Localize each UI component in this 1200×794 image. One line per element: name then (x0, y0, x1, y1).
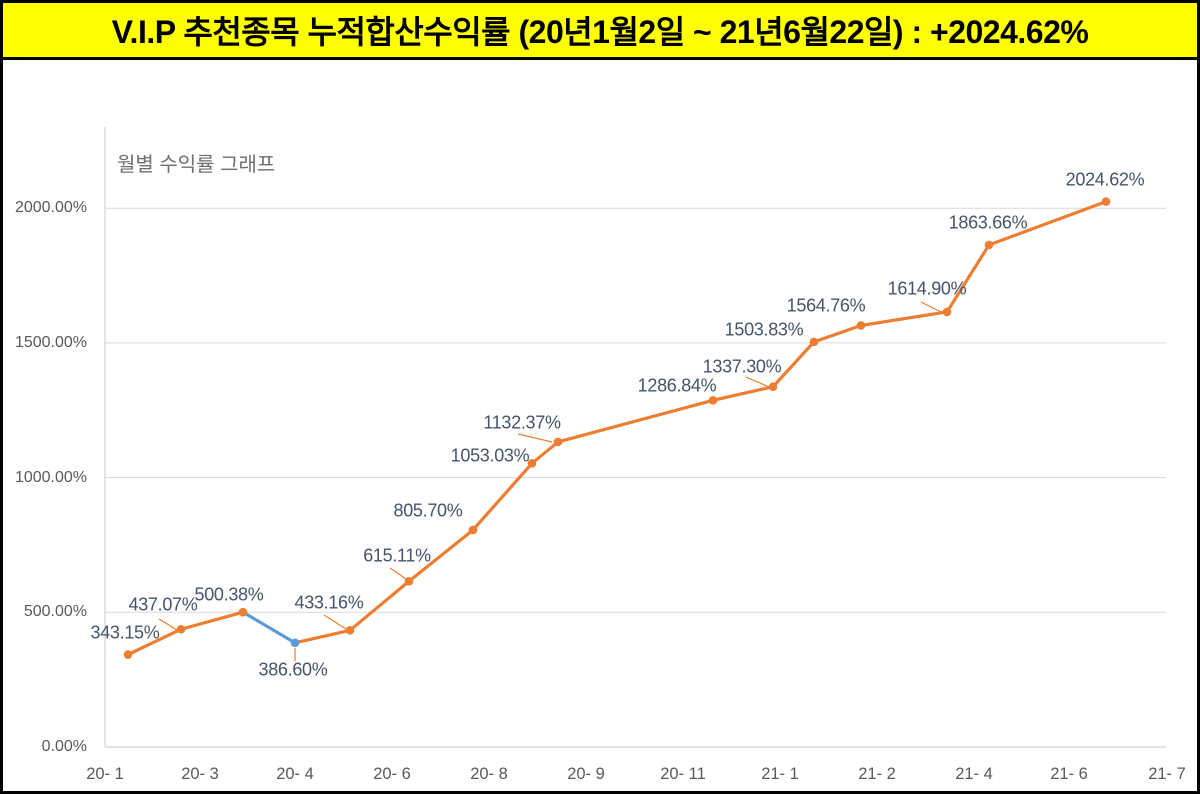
series-segment (293, 628, 352, 645)
data-label: 343.15% (90, 622, 160, 643)
data-label: 1614.90% (887, 278, 967, 299)
x-axis-tick-label: 21- 2 (858, 765, 896, 783)
data-point-marker (942, 307, 952, 317)
x-axis-tick-label: 20- 8 (470, 765, 508, 783)
data-label: 1337.30% (702, 356, 782, 377)
y-axis-tick-label: 1500.00% (14, 333, 87, 351)
data-point-marker (176, 624, 186, 634)
data-point-marker (238, 607, 248, 617)
data-label: 1863.66% (948, 212, 1028, 233)
series-segment (812, 323, 863, 344)
data-label: 1132.37% (483, 412, 561, 433)
x-axis-tick-label: 21- 4 (955, 765, 993, 783)
y-axis-tick-label: 500.00% (23, 603, 87, 621)
data-point-marker (345, 626, 355, 635)
data-label: 1564.76% (786, 295, 866, 316)
series-segment (179, 610, 245, 631)
data-label: 2024.62% (1065, 169, 1145, 190)
y-axis-tick-label: 1000.00% (14, 468, 87, 486)
data-label: 1503.83% (724, 319, 804, 340)
series-segment (530, 440, 560, 465)
x-axis-tick-label: 20- 6 (373, 765, 411, 783)
label-leader-line (389, 567, 407, 580)
data-label: 805.70% (393, 500, 463, 521)
series-segment (859, 310, 949, 328)
data-label: 1286.84% (637, 375, 717, 396)
x-axis-tick-label: 20- 3 (181, 765, 219, 783)
x-axis-tick-label: 20- 1 (86, 765, 124, 783)
data-point-marker (984, 240, 994, 250)
label-leader-line (517, 433, 553, 443)
x-axis-tick-label: 20- 9 (567, 765, 605, 783)
data-label: 437.07% (128, 594, 198, 615)
series-segment (556, 398, 715, 444)
series-segment (711, 385, 775, 402)
x-axis-tick-label: 20- 11 (660, 765, 706, 783)
series-segment (771, 340, 816, 389)
series-segment (945, 243, 991, 314)
x-axis-tick-label: 21- 1 (761, 765, 799, 783)
header-title: V.I.P 추천종목 누적합산수익률 (20년1월2일 ~ 21년6월22일) … (111, 14, 1089, 50)
x-axis-tick-label: 20- 4 (276, 765, 314, 783)
series-segment (348, 579, 411, 632)
line-chart-canvas (104, 127, 1166, 748)
data-point-marker (404, 576, 414, 586)
data-label: 433.16% (294, 592, 364, 613)
data-point-marker (527, 459, 537, 468)
x-axis-tick-label: 21- 6 (1050, 765, 1088, 783)
data-point-marker (468, 525, 478, 535)
data-label: 615.11% (363, 545, 431, 566)
series-segment (241, 610, 297, 645)
chart-subtitle: 월별 수익률 그래프 (117, 154, 276, 176)
data-point-marker (1101, 197, 1111, 206)
label-leader-line (323, 614, 347, 630)
label-leader-line (920, 301, 944, 314)
label-leader-line (745, 376, 770, 388)
x-axis-tick-label: 21- 7 (1148, 765, 1186, 783)
data-point-marker (856, 321, 866, 330)
y-axis-tick-label: 0.00% (41, 738, 87, 755)
data-point-marker (708, 396, 718, 405)
data-point-marker (553, 437, 563, 447)
series-segment (471, 461, 534, 532)
series-segment (407, 528, 475, 583)
header-banner: V.I.P 추천종목 누적합산수익률 (20년1월2일 ~ 21년6월22일) … (3, 3, 1197, 60)
data-label: 386.60% (258, 659, 328, 680)
data-label: 500.38% (194, 584, 264, 605)
series-segment (126, 627, 183, 657)
series-segment (987, 199, 1108, 247)
data-point-marker (768, 382, 778, 392)
data-point-marker (290, 638, 300, 648)
y-axis-tick-label: 2000.00% (14, 199, 87, 217)
label-leader-line (158, 618, 178, 631)
data-point-marker (809, 337, 819, 347)
data-label: 1053.03% (450, 445, 530, 466)
data-point-marker (123, 650, 133, 659)
